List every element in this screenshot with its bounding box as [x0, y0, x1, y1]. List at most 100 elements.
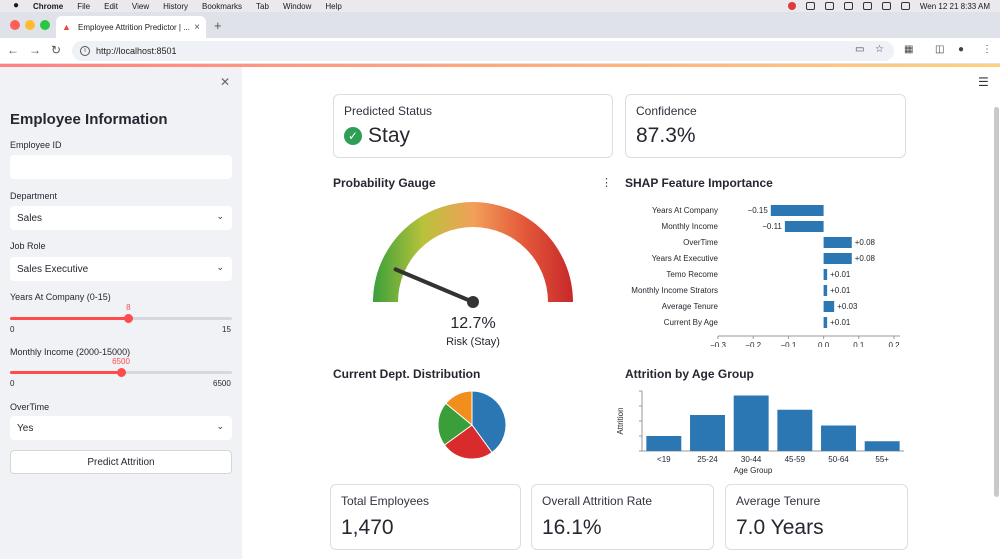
slider-thumb[interactable]: [117, 368, 126, 377]
years-at-company-slider[interactable]: 8: [10, 303, 232, 323]
bluetooth-icon[interactable]: [824, 2, 834, 10]
close-window-button[interactable]: [10, 20, 20, 30]
shap-feature-label: Average Tenure: [662, 302, 719, 311]
menubar-clock[interactable]: Wen 12 21 8:33 AM: [919, 1, 990, 11]
age-bar: [864, 441, 900, 451]
wifi-icon[interactable]: [862, 2, 872, 10]
confidence-card: Confidence 87.3%: [625, 94, 906, 158]
shap-bar: [823, 285, 828, 296]
side-panel-icon[interactable]: ◫: [935, 44, 945, 55]
screen-record-icon[interactable]: [787, 2, 796, 10]
menu-history[interactable]: History: [163, 1, 189, 11]
shap-bar: [823, 253, 852, 264]
shap-bar: [770, 205, 824, 216]
pie-slice: [443, 424, 493, 460]
streamlit-favicon-icon: ▲: [62, 22, 71, 32]
apple-icon[interactable]: ●: [12, 0, 20, 11]
predicted-status-label: Predicted Status: [344, 104, 433, 118]
predict-attrition-button[interactable]: Predict Attrition: [10, 450, 232, 474]
shap-feature-chart: Years At Company −0.15 Monthly Income −0.11…: [631, 205, 900, 347]
slider-min-label: 0: [10, 325, 15, 334]
shap-value-label: +0.01: [830, 270, 851, 279]
menu-tab[interactable]: Tab: [256, 1, 269, 11]
age-x-tick-label: <19: [657, 455, 671, 464]
check-circle-icon: ✓: [344, 127, 362, 145]
zoom-window-button[interactable]: [40, 20, 50, 30]
department-select[interactable]: Sales ⌄: [10, 206, 232, 230]
age-bar: [821, 425, 856, 451]
gauge-sub-text: Risk (Stay): [446, 336, 500, 348]
age-y-axis-label: Attrition: [616, 407, 625, 434]
job-role-select[interactable]: Sales Executive ⌄: [10, 257, 232, 281]
dropbox-icon[interactable]: [805, 2, 815, 10]
back-icon[interactable]: ←: [7, 43, 19, 57]
address-bar[interactable]: i http://localhost:8501: [72, 41, 894, 61]
menu-view[interactable]: View: [131, 1, 150, 11]
monthly-income-slider[interactable]: 6500: [10, 357, 232, 377]
age-bar: [690, 415, 725, 451]
overall-attrition-card: Overall Attrition Rate 16.1%: [531, 484, 714, 550]
scrollbar[interactable]: [994, 107, 999, 497]
macos-menu-bar: ● Chrome File Edit View History Bookmark…: [0, 0, 1000, 12]
menu-file[interactable]: File: [77, 1, 91, 11]
employee-id-input[interactable]: [10, 155, 232, 179]
employee-id-label: Employee ID: [10, 140, 62, 150]
overtime-select[interactable]: Yes ⌄: [10, 416, 232, 440]
shap-x-tick-label: −0.1: [781, 341, 797, 347]
forward-icon[interactable]: →: [29, 43, 41, 57]
main-menu-icon[interactable]: ☰: [978, 75, 989, 89]
menu-window[interactable]: Window: [282, 1, 312, 11]
close-tab-icon[interactable]: ×: [194, 21, 200, 33]
shap-x-tick-label: −0.3: [710, 341, 726, 347]
shap-bar: [784, 221, 824, 232]
average-tenure-card: Average Tenure 7.0 Years: [725, 484, 908, 550]
extensions-icon[interactable]: ▦: [904, 44, 914, 55]
battery-icon[interactable]: [843, 2, 853, 10]
browser-toolbar: ← → ↻ i http://localhost:8501 ▭ ☆ ▦ ◫ ● …: [0, 38, 1000, 64]
overall-attrition-label: Overall Attrition Rate: [542, 494, 653, 508]
slider-thumb[interactable]: [124, 314, 134, 323]
age-bar: [733, 395, 769, 451]
menu-edit[interactable]: Edit: [104, 1, 118, 11]
control-center-icon[interactable]: [900, 2, 910, 10]
age-group-chart: <19 25-24 30-44 45-59 50-64 55+ Age Group Attri…: [616, 390, 904, 475]
shap-x-tick-label: 0.2: [888, 341, 900, 347]
spotlight-search-icon[interactable]: [881, 2, 891, 10]
menu-help[interactable]: Help: [325, 1, 342, 11]
menu-bookmarks[interactable]: Bookmarks: [202, 1, 243, 11]
minimize-window-button[interactable]: [25, 20, 35, 30]
pie-slice: [471, 390, 507, 454]
slider-max-label: 6500: [213, 379, 231, 388]
new-tab-icon[interactable]: +: [214, 18, 222, 33]
menu-app-chrome[interactable]: Chrome: [33, 1, 64, 11]
shap-value-label: +0.01: [830, 286, 851, 295]
dept-distribution-title: Current Dept. Distribution: [333, 367, 481, 381]
job-role-label: Job Role: [10, 241, 46, 251]
shap-feature-label: Current By Age: [664, 318, 719, 327]
profile-avatar-icon[interactable]: ●: [958, 44, 965, 55]
tab-title: Employee Attrition Predictor | ...: [78, 22, 190, 32]
age-x-tick-label: 30-44: [741, 455, 762, 464]
streamlit-top-decoration: [0, 64, 1000, 67]
site-info-icon[interactable]: i: [80, 46, 90, 56]
bookmark-star-icon[interactable]: ☆: [875, 44, 884, 55]
reload-icon[interactable]: ↻: [50, 43, 62, 57]
confidence-value: 87.3%: [636, 124, 696, 147]
browser-menu-icon[interactable]: ⋮: [982, 44, 992, 55]
shap-feature-label: Years At Company: [652, 206, 718, 215]
cast-icon[interactable]: ▭: [855, 44, 865, 55]
total-employees-card: Total Employees 1,470: [330, 484, 521, 550]
shap-bar: [823, 269, 828, 280]
slider-value: 8: [126, 303, 131, 312]
shap-value-label: +0.01: [830, 318, 851, 327]
browser-tab[interactable]: ▲ Employee Attrition Predictor | ... ×: [56, 16, 206, 38]
age-x-tick-label: 55+: [875, 455, 889, 464]
gauge-value-text: 12.7%: [450, 315, 495, 332]
slider-value: 6500: [112, 357, 130, 366]
close-sidebar-icon[interactable]: ✕: [220, 75, 231, 89]
average-tenure-value: 7.0 Years: [736, 516, 824, 539]
url-text: http://localhost:8501: [96, 46, 177, 56]
shap-feature-label: Temo Recome: [666, 270, 718, 279]
more-options-icon[interactable]: ⋮: [601, 177, 612, 189]
shap-bar: [823, 301, 835, 312]
